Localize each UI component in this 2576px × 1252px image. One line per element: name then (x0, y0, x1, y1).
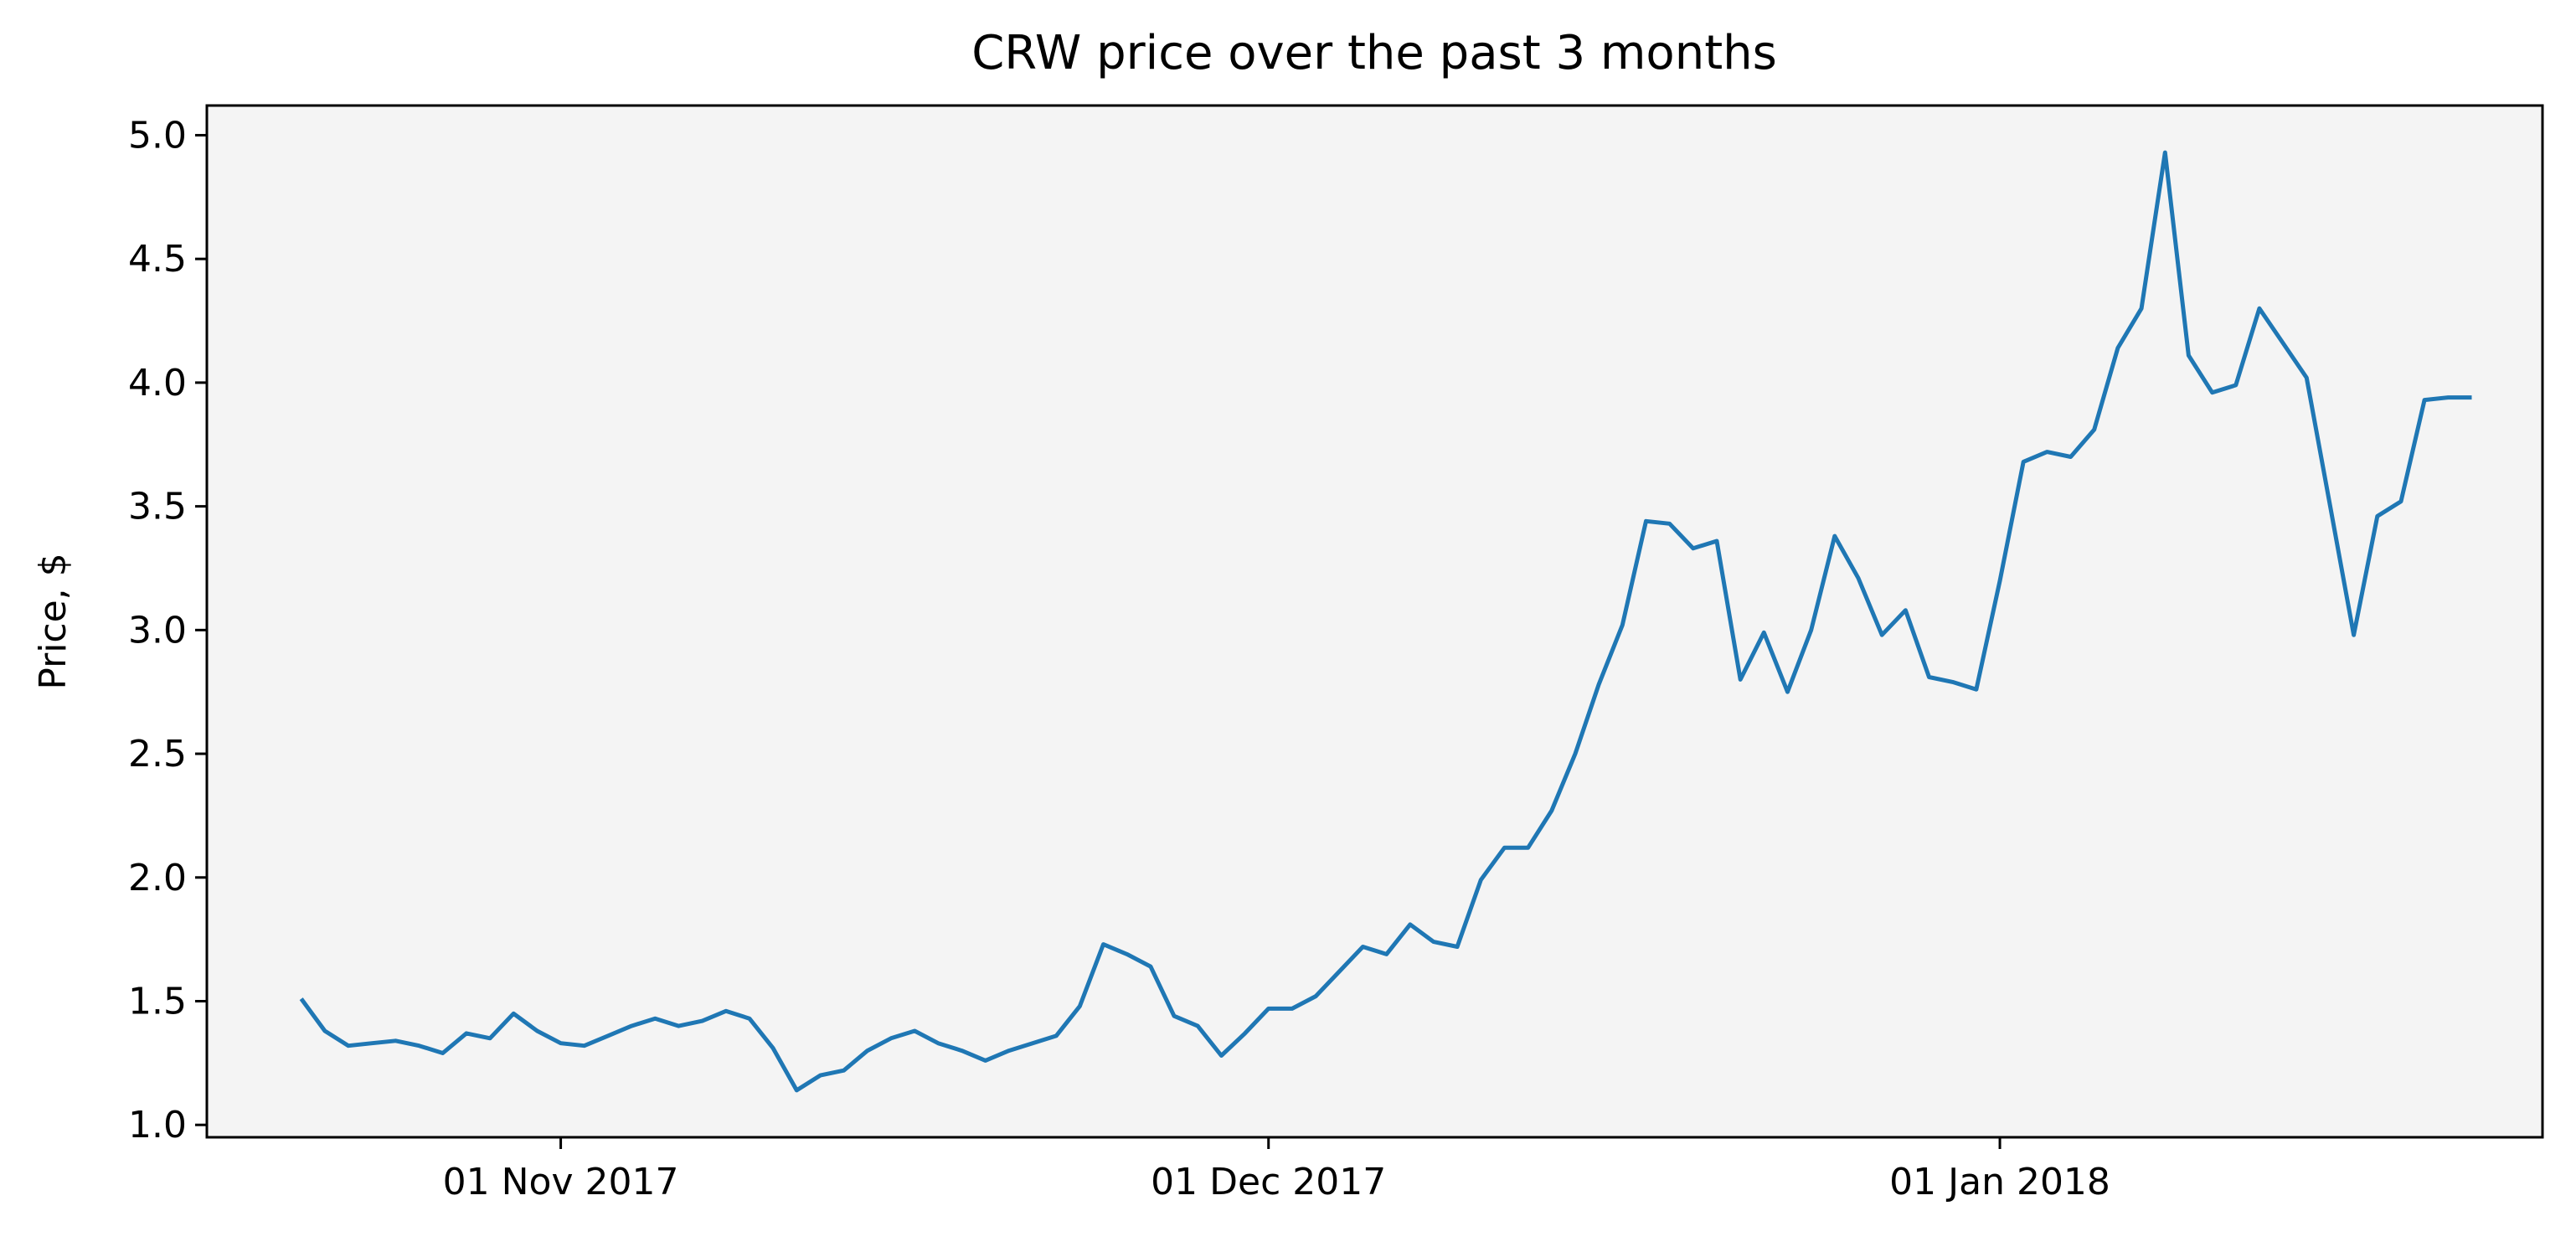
y-tick-label: 5.0 (128, 114, 187, 157)
y-tick-label: 4.0 (128, 362, 187, 404)
y-tick-label: 2.5 (128, 733, 187, 775)
chart-title: CRW price over the past 3 months (971, 26, 1777, 80)
plot-background (207, 106, 2543, 1137)
y-tick-label: 1.5 (128, 981, 187, 1023)
y-tick-label: 2.0 (128, 857, 187, 899)
plot-frame (205, 104, 2544, 1139)
y-tick-label: 3.5 (128, 486, 187, 528)
x-tick-label: 01 Jan 2018 (1889, 1161, 2110, 1203)
x-tick-label: 01 Dec 2017 (1151, 1161, 1386, 1203)
y-tick-label: 3.0 (128, 609, 187, 652)
y-tick-label: 4.5 (128, 238, 187, 281)
price-series-line (299, 150, 2472, 1093)
x-tick-label: 01 Nov 2017 (443, 1161, 679, 1203)
y-tick-label: 1.0 (128, 1104, 187, 1146)
y-axis-label: Price, $ (32, 553, 75, 689)
